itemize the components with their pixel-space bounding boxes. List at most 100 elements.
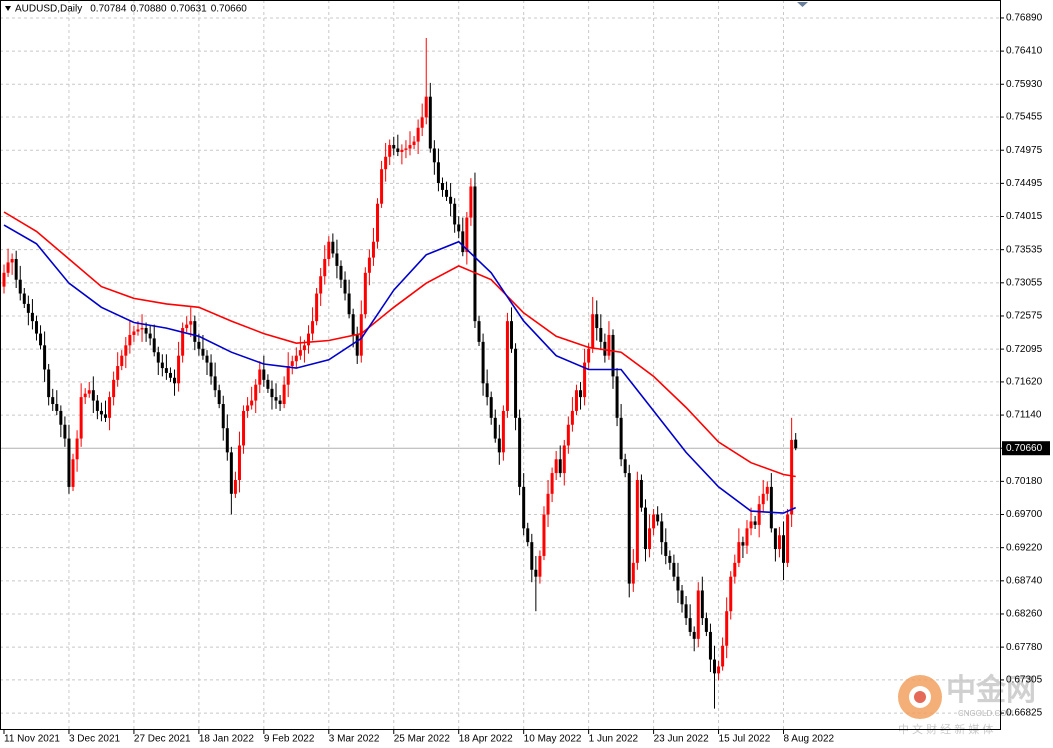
logo-dot	[914, 691, 926, 703]
candle-body	[242, 410, 246, 446]
candle-body	[481, 341, 485, 384]
y-tick-label: 0.71620	[1006, 377, 1043, 388]
candle-body	[664, 542, 668, 556]
candle-body	[668, 555, 672, 563]
candle-body	[376, 203, 380, 242]
candle-body	[579, 390, 583, 398]
x-tick-label: 25 Mar 2022	[394, 734, 451, 745]
candle-body	[562, 445, 566, 474]
candle-body	[331, 241, 335, 254]
candle-body	[87, 390, 91, 394]
candle-body	[408, 145, 412, 149]
candle-body	[63, 424, 67, 439]
candle-body	[684, 604, 688, 619]
candle-body	[55, 404, 59, 411]
candle-body	[615, 376, 619, 418]
candle-body	[465, 217, 469, 253]
candle-body	[721, 645, 725, 667]
candle-body	[660, 521, 664, 543]
candle-body	[672, 562, 676, 577]
candle-body	[30, 312, 34, 322]
candle-body	[209, 362, 213, 377]
candle-body	[75, 438, 79, 460]
y-tick-label: 0.68260	[1006, 609, 1043, 620]
candle-body	[794, 439, 798, 449]
candle-body	[181, 328, 185, 356]
candle-body	[51, 397, 55, 405]
moving-average-line	[3, 224, 797, 514]
candle-body	[769, 486, 773, 529]
candle-body	[217, 390, 221, 405]
y-tick-label: 0.71140	[1006, 410, 1042, 421]
candle-body	[412, 141, 416, 146]
y-tick-label: 0.67780	[1006, 642, 1043, 653]
candle-body	[469, 186, 473, 218]
candle-body	[286, 366, 290, 385]
candle-body	[428, 96, 432, 149]
candle-body	[453, 203, 457, 225]
candle-body	[526, 528, 530, 543]
grid	[0, 0, 1000, 730]
candle-body	[717, 666, 721, 674]
candle-body	[534, 569, 538, 577]
candle-body	[725, 611, 729, 646]
candle-body	[505, 321, 509, 411]
y-tick-label: 0.76890	[1006, 13, 1043, 24]
candle-body	[733, 562, 737, 577]
candle-body	[497, 438, 501, 453]
candle-body	[420, 117, 424, 128]
candle-body	[177, 355, 181, 384]
candle-body	[704, 618, 708, 632]
candle-body	[396, 148, 400, 152]
candle-body	[71, 459, 75, 487]
candle-body	[761, 493, 765, 505]
title-value: 0.70660	[211, 4, 248, 15]
candle-body	[205, 355, 209, 363]
title-value: 0.70631	[171, 4, 208, 15]
candle-body	[607, 334, 611, 356]
y-tick-label: 0.76410	[1006, 46, 1043, 57]
candle-body	[99, 410, 103, 415]
y-tick-label: 0.74975	[1006, 145, 1043, 156]
candle-body	[307, 333, 310, 346]
shift-marker	[797, 2, 808, 7]
candle-body	[388, 145, 392, 157]
candle-body	[254, 384, 258, 401]
candle-body	[294, 355, 298, 362]
candle-body	[225, 428, 229, 453]
candle-body	[449, 196, 453, 204]
y-tick-label: 0.72095	[1006, 344, 1043, 355]
candle-body	[424, 96, 428, 118]
candle-body	[128, 334, 132, 346]
candle-body	[611, 334, 615, 377]
candle-body	[39, 333, 43, 346]
candle-body	[323, 258, 327, 277]
title-value: 0.70784	[90, 4, 127, 15]
candle-body	[112, 379, 116, 398]
y-tick-label: 0.74495	[1006, 178, 1043, 189]
watermark-tagline: 中 文 财 经 新 媒 体	[898, 722, 993, 736]
candle-body	[2, 272, 6, 287]
candle-body	[359, 314, 363, 356]
candle-body	[530, 542, 534, 570]
candle-body	[432, 148, 436, 163]
candle-body	[148, 333, 152, 339]
candle-body	[120, 355, 124, 367]
candle-body	[631, 562, 635, 584]
candle-body	[319, 276, 323, 294]
candle-body	[696, 590, 700, 639]
candle-body	[367, 257, 371, 273]
candle-body	[67, 438, 71, 487]
candle-body	[558, 459, 562, 474]
candle-body	[595, 314, 599, 329]
candle-body	[392, 145, 396, 149]
candle-body	[233, 479, 237, 494]
x-tick-label: 27 Dec 2021	[134, 734, 191, 745]
candle-body	[14, 258, 18, 280]
candle-body	[713, 659, 716, 674]
x-tick-label: 8 Aug 2022	[784, 734, 835, 745]
candle-body	[144, 328, 148, 334]
candle-body	[708, 631, 712, 660]
